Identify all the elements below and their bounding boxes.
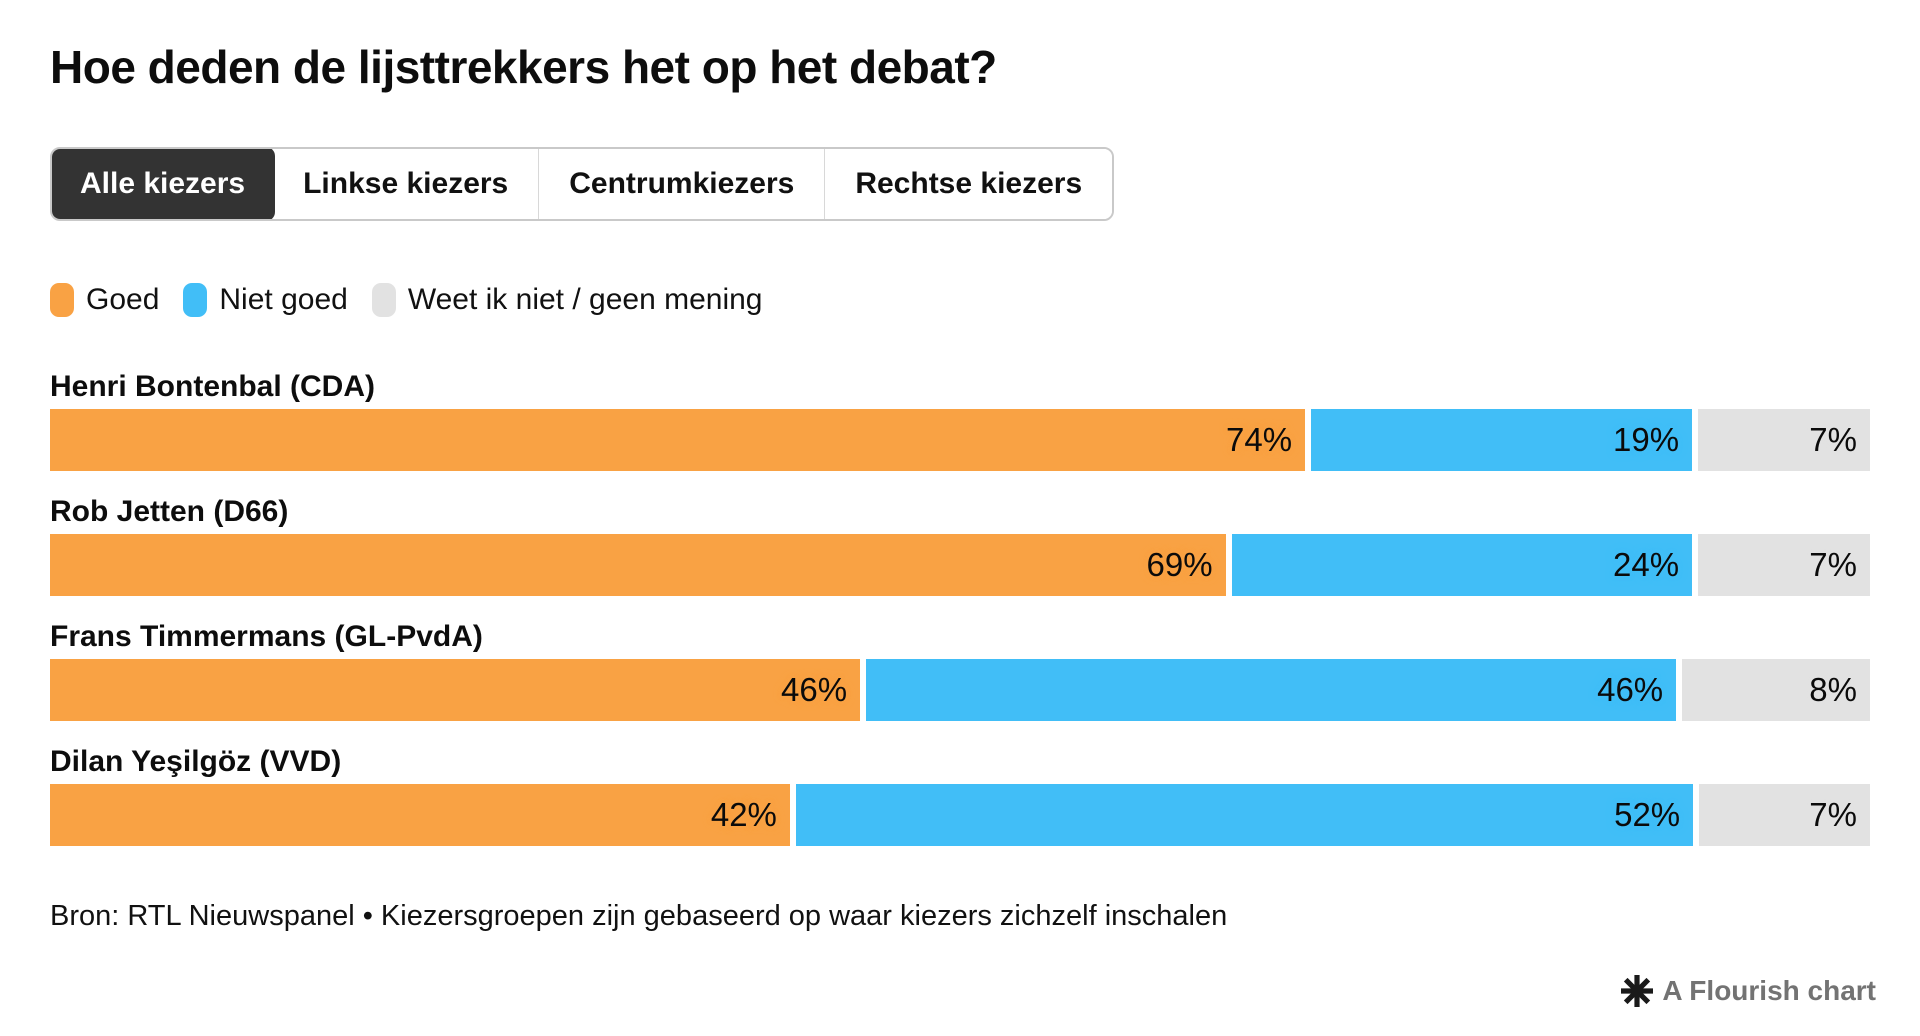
legend-swatch-niet-goed <box>183 282 208 317</box>
row-label: Henri Bontenbal (CDA) <box>50 369 375 403</box>
value-label: 8% <box>1809 670 1857 708</box>
tab-alle-kiezers[interactable]: Alle kiezers <box>52 148 276 219</box>
bar-segment-goed: 74% <box>50 408 1306 471</box>
flourish-logo-icon <box>1621 975 1654 1007</box>
row-label: Dilan Yeşilgöz (VVD) <box>50 744 342 778</box>
value-label: 24% <box>1613 545 1680 583</box>
flourish-attribution[interactable]: A Flourish chart <box>1620 974 1876 1008</box>
value-label: 46% <box>1597 670 1664 708</box>
value-label: 42% <box>710 795 777 833</box>
bar-segment-niet-goed: 24% <box>1231 533 1693 596</box>
bar-segment-weet-niet: 7% <box>1698 408 1870 471</box>
legend-label: Niet goed <box>219 282 348 316</box>
value-label: 7% <box>1809 545 1857 583</box>
bar-segment-niet-goed: 46% <box>866 658 1677 721</box>
bar-row-bontenbal: Henri Bontenbal (CDA) 74% 19% 7% <box>50 369 1870 471</box>
tab-centrumkiezers[interactable]: Centrumkiezers <box>538 148 825 219</box>
row-label: Rob Jetten (D66) <box>50 494 289 528</box>
voter-group-tabs: Alle kiezers Linkse kiezers Centrumkieze… <box>50 146 1115 221</box>
bar-chart: Henri Bontenbal (CDA) 74% 19% 7% Rob Jet… <box>50 369 1870 846</box>
stacked-bar: 74% 19% 7% <box>50 408 1870 471</box>
bar-segment-goed: 42% <box>50 783 790 846</box>
legend-swatch-goed <box>50 282 74 317</box>
bar-segment-goed: 46% <box>50 658 861 721</box>
value-label: 7% <box>1809 420 1857 458</box>
bar-segment-weet-niet: 7% <box>1699 783 1870 846</box>
flourish-attribution-label: A Flourish chart <box>1662 975 1876 1006</box>
stacked-bar: 69% 24% 7% <box>50 533 1870 596</box>
legend-label: Goed <box>86 282 160 316</box>
legend-item-goed: Goed <box>50 282 160 317</box>
legend-item-weet-niet: Weet ik niet / geen mening <box>371 282 763 317</box>
value-label: 74% <box>1225 420 1293 458</box>
bar-row-jetten: Rob Jetten (D66) 69% 24% 7% <box>50 494 1870 596</box>
stacked-bar: 46% 46% 8% <box>50 658 1870 721</box>
value-label: 52% <box>1614 795 1681 833</box>
legend: Goed Niet goed Weet ik niet / geen menin… <box>50 282 1870 317</box>
legend-item-niet-goed: Niet goed <box>183 282 348 317</box>
bar-segment-weet-niet: 8% <box>1682 658 1870 721</box>
value-label: 46% <box>781 670 848 708</box>
source-note: Bron: RTL Nieuwspanel • Kiezersgroepen z… <box>50 899 1228 932</box>
value-label: 19% <box>1612 420 1680 458</box>
bar-row-timmermans: Frans Timmermans (GL-PvdA) 46% 46% 8% <box>50 619 1870 721</box>
bar-segment-weet-niet: 7% <box>1698 533 1870 596</box>
value-label: 69% <box>1146 545 1213 583</box>
legend-label: Weet ik niet / geen mening <box>407 282 763 316</box>
bar-segment-niet-goed: 19% <box>1311 408 1693 471</box>
bar-segment-goed: 69% <box>50 533 1226 596</box>
page-title: Hoe deden de lijsttrekkers het op het de… <box>50 41 997 93</box>
tab-rechtse-kiezers[interactable]: Rechtse kiezers <box>824 148 1113 219</box>
stacked-bar: 42% 52% 7% <box>50 783 1870 846</box>
legend-swatch-weet-niet <box>371 282 396 317</box>
bar-row-yesilgoz: Dilan Yeşilgöz (VVD) 42% 52% 7% <box>50 744 1870 846</box>
bar-segment-niet-goed: 52% <box>795 783 1694 846</box>
value-label: 7% <box>1809 795 1857 833</box>
tab-linkse-kiezers[interactable]: Linkse kiezers <box>273 148 539 219</box>
row-label: Frans Timmermans (GL-PvdA) <box>50 619 483 653</box>
